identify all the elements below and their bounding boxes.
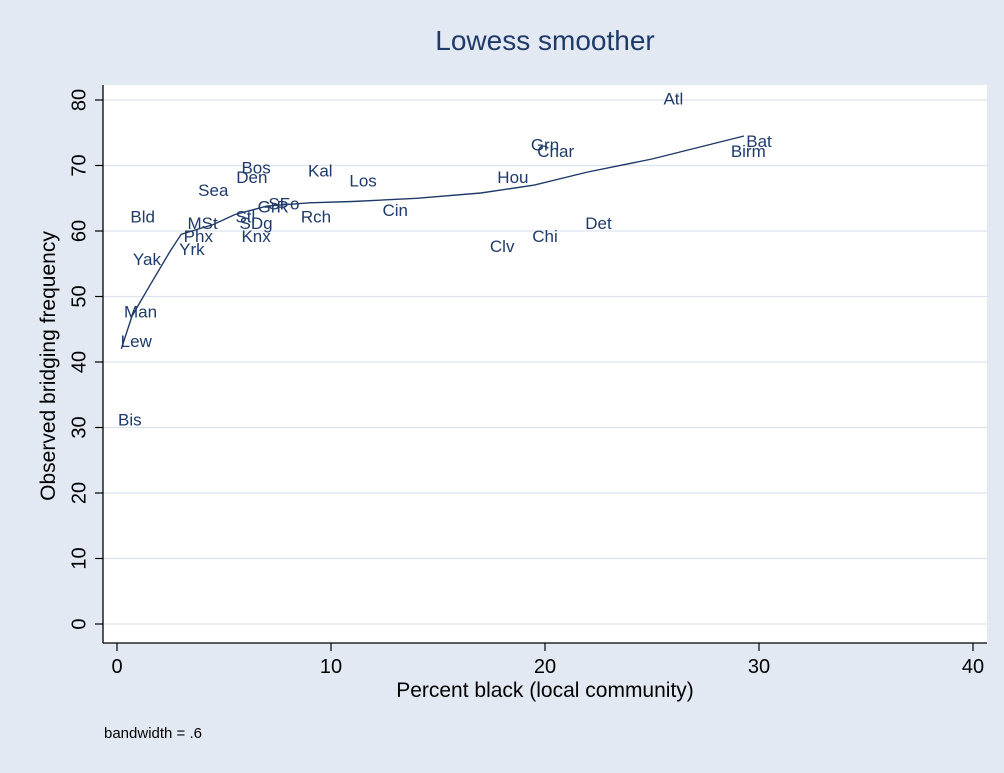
y-tick-label-20: 20 [68, 482, 90, 504]
axes: 0 10 20 30 40 50 60 70 80 0 10 20 30 40 [68, 85, 987, 678]
lowess-smoother-line [120, 135, 745, 350]
x-tick-label-30: 30 [748, 656, 770, 678]
point-label-man: Man [124, 302, 157, 321]
smoother-layer [120, 135, 745, 350]
point-label-bat: Bat [746, 132, 772, 151]
point-label-bis: Bis [118, 410, 142, 429]
point-label-stl: Stl [235, 207, 255, 226]
x-tick-label-0: 0 [111, 656, 122, 678]
point-label-mst: MSt [187, 214, 218, 233]
point-label-phx: Phx [184, 227, 214, 246]
y-tick-label-0: 0 [68, 618, 90, 629]
point-label-cin: Cin [382, 201, 408, 220]
point-label-sea: Sea [198, 181, 229, 200]
point-label-clv: Clv [490, 237, 515, 256]
y-tick-label-40: 40 [68, 351, 90, 373]
grid-lines [103, 99, 987, 625]
y-tick-label-70: 70 [68, 154, 90, 176]
y-tick-label-50: 50 [68, 285, 90, 307]
point-label-sfo: SFo [268, 194, 299, 213]
point-label-hou: Hou [497, 168, 528, 187]
x-tick-label-40: 40 [962, 656, 984, 678]
point-label-char: Char [537, 142, 574, 161]
point-label-bld: Bld [130, 207, 155, 226]
point-label-den: Den [236, 168, 267, 187]
y-tick-label-10: 10 [68, 547, 90, 569]
point-label-grn: Grn [531, 135, 559, 154]
point-label-yak: Yak [133, 250, 162, 269]
point-label-knx: Knx [241, 227, 271, 246]
point-label-rch: Rch [301, 207, 331, 226]
point-label-yrk: Yrk [179, 240, 205, 259]
y-axis-title: Observed bridging frequency [37, 231, 60, 501]
x-tick-label-10: 10 [320, 656, 342, 678]
y-tick-label-80: 80 [68, 89, 90, 111]
point-label-los: Los [349, 171, 376, 190]
point-label-bos: Bos [241, 158, 270, 177]
point-label-chi: Chi [532, 227, 558, 246]
point-label-sdg: SDg [240, 214, 273, 233]
chart-title: Lowess smoother [435, 25, 654, 56]
plot-background [103, 85, 987, 643]
y-tick-label-30: 30 [68, 416, 90, 438]
x-axis-title: Percent black (local community) [396, 679, 694, 702]
point-label-kal: Kal [308, 162, 333, 181]
point-label-det: Det [585, 214, 612, 233]
point-label-grr: GrR [258, 198, 289, 217]
point-label-atl: Atl [663, 89, 683, 108]
bandwidth-note: bandwidth = .6 [104, 725, 202, 742]
x-tick-label-20: 20 [534, 656, 556, 678]
point-label-lew: Lew [121, 332, 153, 351]
point-label-birm: Birm [731, 142, 766, 161]
y-tick-label-60: 60 [68, 220, 90, 242]
